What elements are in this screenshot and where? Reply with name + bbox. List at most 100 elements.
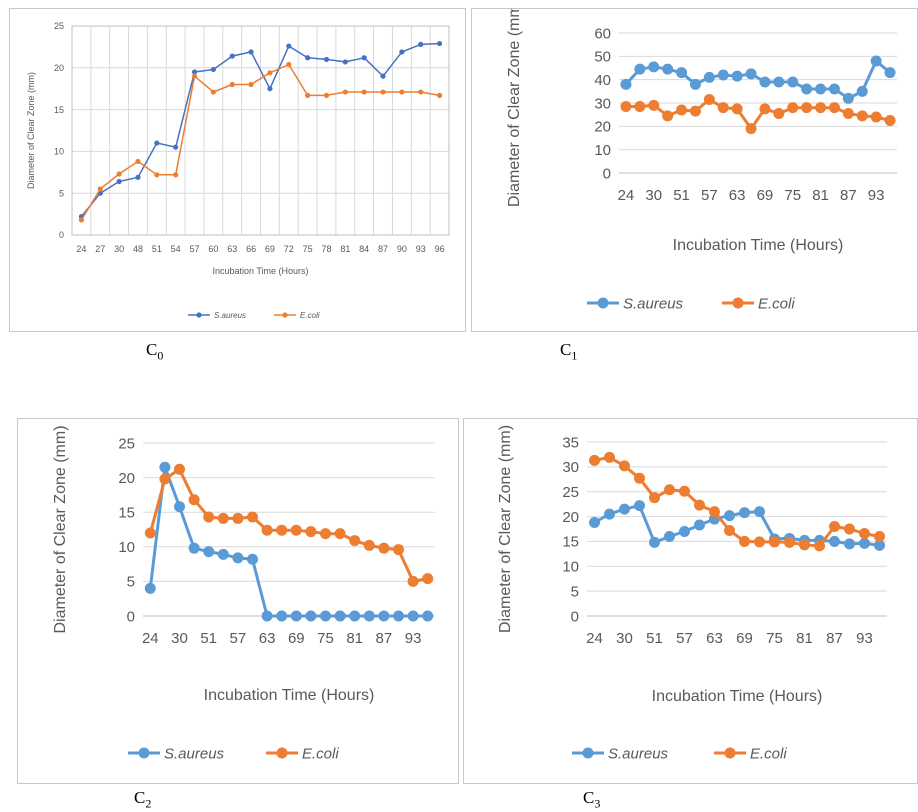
series-e-coli <box>144 463 434 587</box>
data-point <box>859 527 870 539</box>
chart-c3: 0 5 10 15 20 25 30 35 24 30 51 57 63 69 75 81 87 93 Incuba… <box>497 425 887 762</box>
x-tick-label: 30 <box>114 244 124 254</box>
data-point <box>363 610 375 622</box>
data-point <box>247 511 258 523</box>
data-point <box>634 101 646 112</box>
x-tick-label: 84 <box>359 244 369 254</box>
data-point <box>305 526 317 538</box>
x-tick-label: 93 <box>416 244 426 254</box>
data-point <box>815 83 827 95</box>
data-point <box>815 102 827 114</box>
data-point <box>290 610 302 622</box>
data-point <box>773 108 785 119</box>
data-point <box>276 524 288 536</box>
y-tick-label: 0 <box>127 608 135 625</box>
x-tick-label: 57 <box>701 187 718 204</box>
data-point <box>844 523 855 535</box>
data-point <box>418 89 424 95</box>
caption-c0: C0 <box>146 340 164 363</box>
x-tick-label: 57 <box>676 630 693 647</box>
data-point <box>676 67 688 79</box>
x-tick-label: 75 <box>317 630 334 647</box>
series-e-coli <box>589 451 885 552</box>
data-point <box>784 536 795 548</box>
data-point <box>801 102 813 114</box>
chart-panel-c3: 0 5 10 15 20 25 30 35 24 30 51 57 63 69 75 81 87 93 Incuba… <box>463 418 918 784</box>
data-point <box>754 536 765 548</box>
data-point <box>842 92 854 104</box>
data-point <box>874 530 885 542</box>
data-point <box>229 81 235 88</box>
legend-label: E.coli <box>758 295 795 312</box>
data-point <box>619 460 630 472</box>
x-axis-title: Incubation Time (Hours) <box>204 687 375 704</box>
data-point <box>363 539 375 551</box>
data-point <box>286 43 292 49</box>
data-point <box>144 527 156 539</box>
legend-marker <box>597 297 609 309</box>
data-point <box>884 67 896 79</box>
x-tick-label: 75 <box>784 187 801 204</box>
y-tick-label: 0 <box>59 230 64 240</box>
data-point <box>393 610 404 622</box>
series-line <box>148 467 428 583</box>
x-tick-label: 93 <box>405 630 422 647</box>
y-tick-label: 35 <box>562 434 579 451</box>
data-point <box>173 144 179 150</box>
legend: S.aureus E.coli <box>188 311 320 320</box>
data-point <box>173 172 179 178</box>
data-point <box>828 102 840 114</box>
x-tick-label: 60 <box>208 244 218 254</box>
x-tick-label: 90 <box>397 244 407 254</box>
x-tick-label: 72 <box>284 244 294 254</box>
chart-c1: 0 10 20 30 40 50 60 24 30 51 57 63 69 75 81 87 93 Incubat… <box>506 9 897 312</box>
y-tick-label: 10 <box>562 559 579 576</box>
y-tick-label: 20 <box>54 63 64 73</box>
data-point <box>276 610 288 622</box>
data-point <box>334 610 346 622</box>
data-point <box>232 512 244 524</box>
y-tick-label: 0 <box>603 165 611 182</box>
data-point <box>724 524 735 536</box>
legend-label: E.coli <box>750 745 787 762</box>
x-tick-label: 51 <box>152 244 162 254</box>
data-point <box>422 610 434 622</box>
data-point <box>884 115 896 126</box>
data-point <box>320 528 331 540</box>
y-axis-title: Diameter of Clear Zone (mm) <box>506 9 523 207</box>
data-point <box>759 103 771 115</box>
data-point <box>217 548 229 560</box>
legend-marker <box>138 747 150 759</box>
data-point <box>378 610 390 622</box>
data-point <box>399 89 405 95</box>
legend-label: S.aureus <box>164 745 225 762</box>
data-point <box>859 537 870 549</box>
data-point <box>676 104 688 116</box>
legend: S.aureus E.coli <box>128 745 339 762</box>
x-tick-label: 63 <box>706 630 723 647</box>
data-point <box>188 542 200 554</box>
y-tick-label: 10 <box>594 142 611 159</box>
caption-c1: C1 <box>560 340 578 363</box>
data-point <box>232 552 244 564</box>
x-tick-label: 48 <box>133 244 143 254</box>
x-tick-label: 93 <box>856 630 873 647</box>
data-point <box>159 473 171 485</box>
data-point <box>261 610 273 622</box>
series-line <box>80 63 440 221</box>
x-tick-label: 30 <box>645 187 662 204</box>
x-tick-label: 87 <box>826 630 843 647</box>
legend: S.aureus E.coli <box>572 745 787 762</box>
x-tick-label: 66 <box>246 244 256 254</box>
data-point <box>135 174 141 180</box>
data-point <box>689 105 701 117</box>
data-point <box>380 89 386 95</box>
x-tick-label: 30 <box>616 630 633 647</box>
legend-marker <box>724 747 736 759</box>
y-tick-label: 10 <box>118 539 135 556</box>
data-point <box>210 89 216 95</box>
series-s-aureus <box>78 40 443 220</box>
x-tick-label: 63 <box>227 244 237 254</box>
series-line <box>80 42 440 218</box>
data-point <box>739 507 750 519</box>
